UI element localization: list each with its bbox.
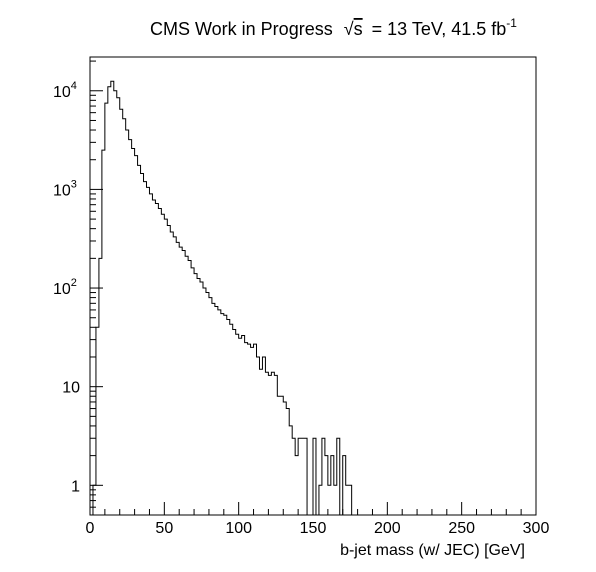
- y-tick-label: 1: [71, 478, 80, 495]
- x-tick-label: 250: [448, 520, 475, 537]
- y-axis-tick-labels: 1 10 102 103 104: [53, 80, 80, 496]
- histogram-series-line: [90, 80, 536, 516]
- x-tick-label: 100: [225, 520, 252, 537]
- y-tick-label: 10: [62, 380, 80, 397]
- y-tick-label: 104: [53, 80, 77, 101]
- title-lumi-exp: -1: [506, 16, 517, 30]
- title-sqrt-var: s: [354, 19, 363, 39]
- y-tick-label: 103: [53, 178, 77, 199]
- title-sqrt-symbol: √: [344, 19, 354, 39]
- x-tick-label: 150: [300, 520, 327, 537]
- x-tick-label: 300: [523, 520, 550, 537]
- x-tick-label: 0: [86, 520, 95, 537]
- x-tick-label: 50: [155, 520, 173, 537]
- x-axis-ticks: [89, 502, 537, 515]
- title-main: CMS Work in Progress: [150, 19, 333, 39]
- title-energy: = 13 TeV, 41.5 fb: [372, 19, 507, 39]
- y-tick-label: 102: [53, 277, 77, 298]
- x-tick-label: 200: [374, 520, 401, 537]
- x-axis-tick-labels: 0 50 100 150 200 250 300: [86, 520, 550, 537]
- x-axis-title: b-jet mass (w/ JEC) [GeV]: [340, 542, 525, 559]
- y-axis-ticks: [90, 60, 103, 516]
- chart-title: CMS Work in Progress √s = 13 TeV, 41.5 f…: [150, 16, 517, 39]
